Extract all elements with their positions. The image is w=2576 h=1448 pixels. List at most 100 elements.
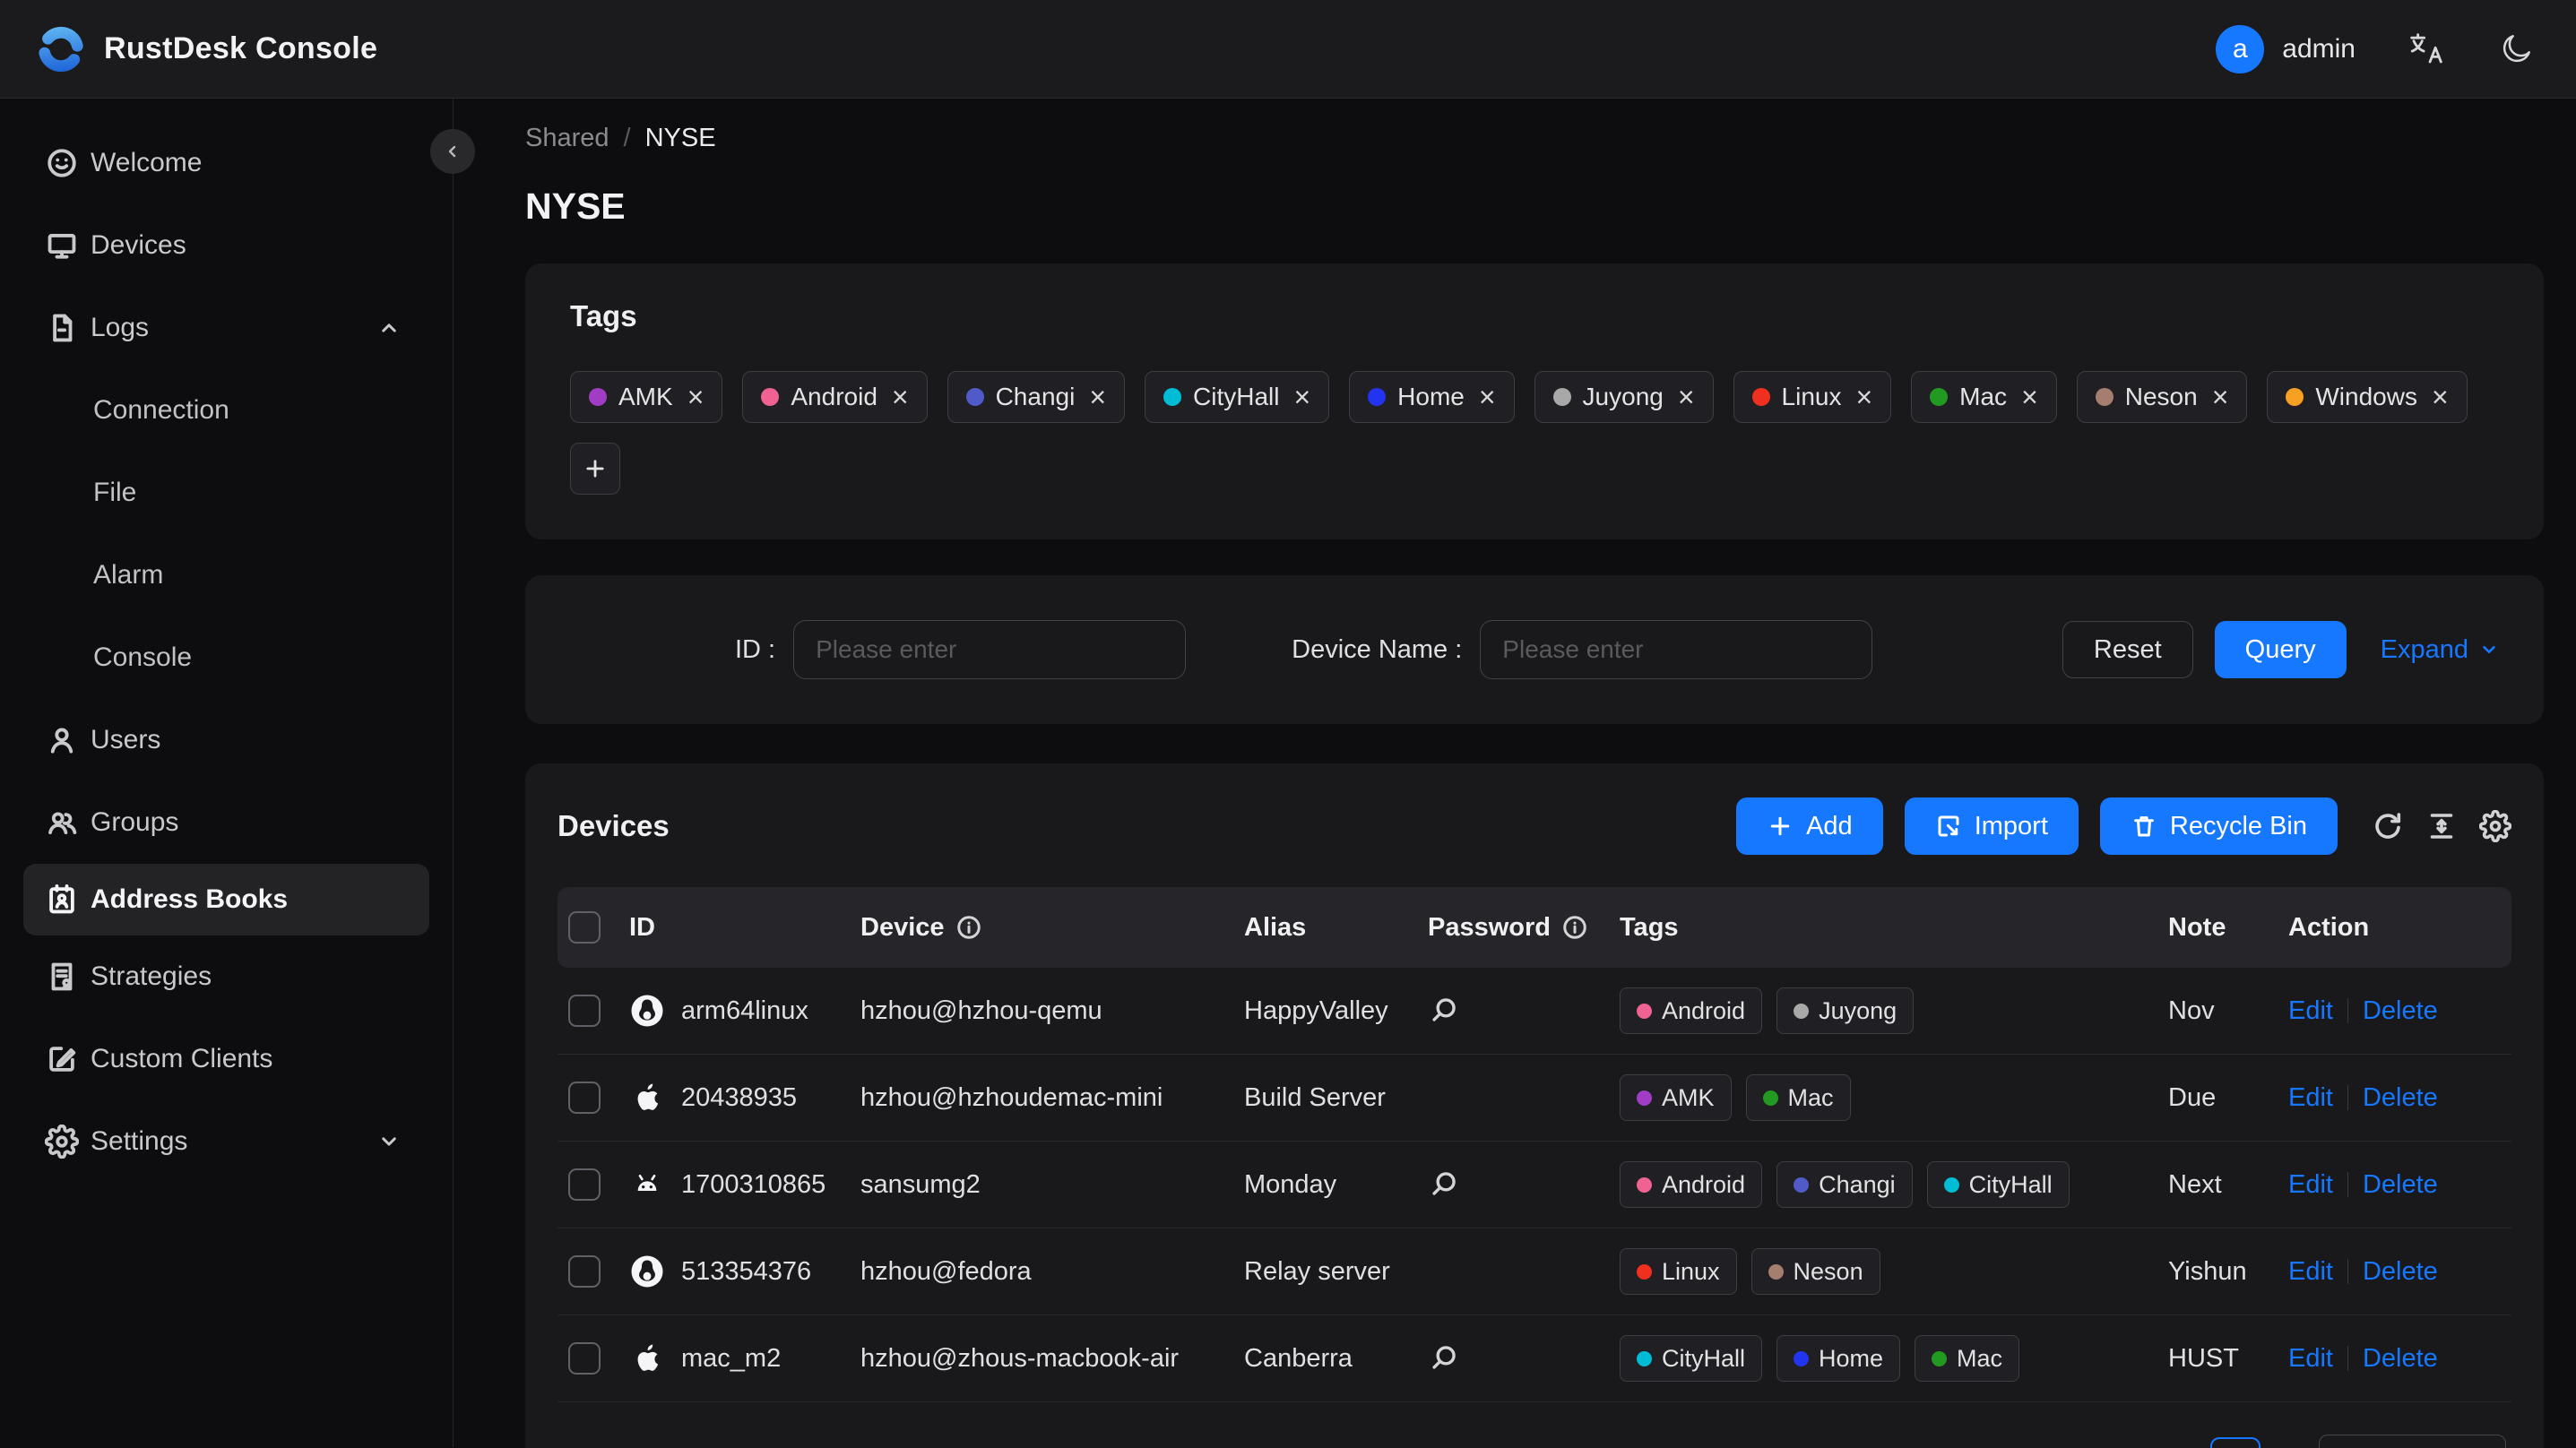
query-button[interactable]: Query xyxy=(2214,621,2347,678)
delete-link[interactable]: Delete xyxy=(2362,1343,2438,1373)
delete-link[interactable]: Delete xyxy=(2362,996,2438,1025)
breadcrumb-shared[interactable]: Shared xyxy=(525,124,609,152)
row-tag-chip-amk: AMK xyxy=(1620,1074,1732,1121)
sidebar-item-welcome[interactable]: Welcome xyxy=(0,122,453,204)
contacts-icon xyxy=(45,883,79,917)
id-filter-input[interactable] xyxy=(793,620,1187,679)
sidebar-item-devices[interactable]: Devices xyxy=(0,204,453,287)
remove-tag-icon[interactable]: × xyxy=(1677,381,1695,413)
add-device-button[interactable]: Add xyxy=(1736,797,1883,855)
edit-link[interactable]: Edit xyxy=(2288,1256,2333,1286)
linux-icon xyxy=(629,1254,665,1289)
delete-link[interactable]: Delete xyxy=(2362,1169,2438,1199)
device-id: 20438935 xyxy=(681,1082,798,1112)
next-page-button[interactable]: › xyxy=(2284,1445,2295,1448)
sidebar-item-alarm[interactable]: Alarm xyxy=(0,534,453,616)
select-all-checkbox[interactable] xyxy=(568,911,601,944)
table-row: 20438935 hzhou@hzhoudemac-mini Build Serve… xyxy=(558,1055,2511,1142)
sidebar-item-logs[interactable]: Logs xyxy=(0,287,453,369)
view-password-icon[interactable] xyxy=(1428,996,1620,1026)
row-checkbox[interactable] xyxy=(568,1255,601,1288)
username[interactable]: admin xyxy=(2282,33,2356,64)
page-1-button[interactable]: 1 xyxy=(2209,1437,2260,1448)
breadcrumb-separator: / xyxy=(623,124,631,152)
row-checkbox[interactable] xyxy=(568,1082,601,1114)
table-row: 513354376 hzhou@fedora Relay server Linux Ne… xyxy=(558,1228,2511,1315)
device-id-cell: arm64linux xyxy=(629,993,860,1029)
sidebar-item-console[interactable]: Console xyxy=(0,616,453,699)
remove-tag-icon[interactable]: × xyxy=(1478,381,1496,413)
info-icon[interactable] xyxy=(1561,914,1588,941)
tag-label: CityHall xyxy=(1662,1344,1746,1372)
sidebar-item-label: Connection xyxy=(93,395,229,425)
tag-label: Android xyxy=(791,383,877,410)
expand-link[interactable]: Expand xyxy=(2381,635,2501,665)
view-password-icon[interactable] xyxy=(1428,1169,1620,1200)
prev-page-button[interactable]: ‹ xyxy=(2174,1445,2186,1448)
sidebar-item-file[interactable]: File xyxy=(0,452,453,534)
sidebar-item-groups[interactable]: Groups xyxy=(0,781,453,864)
tag-color-dot xyxy=(1932,1350,1948,1366)
sidebar-item-custom-clients[interactable]: Custom Clients xyxy=(0,1018,453,1100)
remove-tag-icon[interactable]: × xyxy=(1855,381,1873,413)
remove-tag-icon[interactable]: × xyxy=(2021,381,2038,413)
device-name-filter-input[interactable] xyxy=(1480,620,1873,679)
language-icon[interactable] xyxy=(2407,30,2445,68)
edit-link[interactable]: Edit xyxy=(2288,1343,2333,1373)
add-tag-button[interactable] xyxy=(570,443,620,495)
tag-label: Changi xyxy=(995,383,1076,410)
refresh-button[interactable] xyxy=(2372,810,2404,842)
recycle-bin-button[interactable]: Recycle Bin xyxy=(2099,797,2338,855)
table-settings-button[interactable] xyxy=(2479,810,2511,842)
file-icon xyxy=(45,311,79,345)
sidebar-item-strategies[interactable]: Strategies xyxy=(0,935,453,1018)
remove-tag-icon[interactable]: × xyxy=(891,381,909,413)
remove-tag-icon[interactable]: × xyxy=(1089,381,1106,413)
sidebar-item-connection[interactable]: Connection xyxy=(0,369,453,452)
sidebar-item-settings[interactable]: Settings xyxy=(0,1100,453,1183)
remove-tag-icon[interactable]: × xyxy=(1293,381,1311,413)
column-header-device: Device xyxy=(860,887,1244,968)
select-all-cell xyxy=(558,887,629,968)
delete-link[interactable]: Delete xyxy=(2362,1082,2438,1112)
tag-label: Android xyxy=(1662,1170,1746,1198)
sidebar-item-address-books[interactable]: Address Books xyxy=(23,864,429,935)
tag-color-dot xyxy=(1163,388,1181,406)
trash-icon xyxy=(2134,816,2154,837)
user-icon xyxy=(45,723,79,757)
action-divider xyxy=(2347,998,2348,1023)
page-title: NYSE xyxy=(525,185,626,227)
sidebar-item-users[interactable]: Users xyxy=(0,699,453,781)
delete-link[interactable]: Delete xyxy=(2362,1256,2438,1286)
note-cell: Nov xyxy=(2168,996,2215,1025)
sidebar-item-label: Users xyxy=(91,725,161,754)
import-button[interactable]: Import xyxy=(1904,797,2079,855)
dark-mode-icon[interactable] xyxy=(2497,30,2535,68)
edit-link[interactable]: Edit xyxy=(2288,1082,2333,1112)
devices-card-title: Devices xyxy=(558,809,670,842)
row-height-button[interactable] xyxy=(2425,810,2458,842)
row-checkbox[interactable] xyxy=(568,1342,601,1375)
column-label: Tags xyxy=(1620,912,1679,942)
remove-tag-icon[interactable]: × xyxy=(687,381,705,413)
info-icon[interactable] xyxy=(955,914,982,941)
tag-label: CityHall xyxy=(1968,1170,2053,1198)
edit-link[interactable]: Edit xyxy=(2288,1169,2333,1199)
reset-button[interactable]: Reset xyxy=(2062,621,2193,678)
remove-tag-icon[interactable]: × xyxy=(2431,381,2449,413)
row-checkbox[interactable] xyxy=(568,1168,601,1201)
view-password-icon[interactable] xyxy=(1428,1343,1620,1374)
tag-chip-neson: Neson × xyxy=(2076,371,2248,423)
row-checkbox[interactable] xyxy=(568,995,601,1027)
devices-table: ID Device Alias Password Tags Note Action arm6… xyxy=(558,887,2511,1402)
page-size-select[interactable]: 20 / page xyxy=(2319,1435,2506,1448)
tag-label: CityHall xyxy=(1193,383,1280,410)
device-id-cell: 20438935 xyxy=(629,1080,860,1116)
remove-tag-icon[interactable]: × xyxy=(2211,381,2229,413)
app-header: RustDesk Console a admin xyxy=(0,0,2576,99)
edit-link[interactable]: Edit xyxy=(2288,996,2333,1025)
sidebar-collapse-button[interactable] xyxy=(430,129,475,174)
tag-color-dot xyxy=(1794,1350,1810,1366)
tag-label: Home xyxy=(1819,1344,1884,1372)
avatar[interactable]: a xyxy=(2216,24,2265,73)
